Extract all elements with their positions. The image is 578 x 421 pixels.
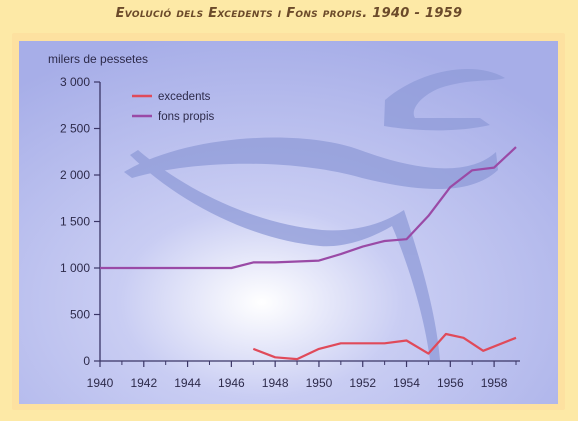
x-tick-label: 1950 xyxy=(306,376,333,390)
fish-logo-watermark xyxy=(124,69,505,360)
y-tick-label: 500 xyxy=(70,308,90,322)
y-tick-label: 1 000 xyxy=(60,261,90,275)
x-tick-label: 1952 xyxy=(349,376,376,390)
legend: excedents fons propis xyxy=(132,91,215,123)
x-tick-label: 1946 xyxy=(218,376,245,390)
plot-background xyxy=(19,41,558,404)
y-tick-label: 2 500 xyxy=(60,122,90,136)
x-tick-label: 1944 xyxy=(174,376,201,390)
x-tick-label: 1942 xyxy=(130,376,157,390)
y-tick-label: 3 000 xyxy=(60,75,90,89)
y-axis-unit-label: milers de pessetes xyxy=(48,52,148,66)
legend-label-excedents: excedents xyxy=(158,91,211,103)
x-tick-label: 1940 xyxy=(87,376,114,390)
chart-title: Evolució dels Excedents i Fons propis. 1… xyxy=(115,6,463,21)
y-tick-label: 0 xyxy=(83,354,90,368)
x-tick-label: 1954 xyxy=(393,376,420,390)
x-tick-label: 1948 xyxy=(262,376,289,390)
y-tick-label: 1 500 xyxy=(60,215,90,229)
legend-label-fons-propis: fons propis xyxy=(158,111,215,123)
x-tick-label: 1956 xyxy=(437,376,464,390)
y-tick-label: 2 000 xyxy=(60,168,90,182)
x-tick-label: 1958 xyxy=(481,376,508,390)
